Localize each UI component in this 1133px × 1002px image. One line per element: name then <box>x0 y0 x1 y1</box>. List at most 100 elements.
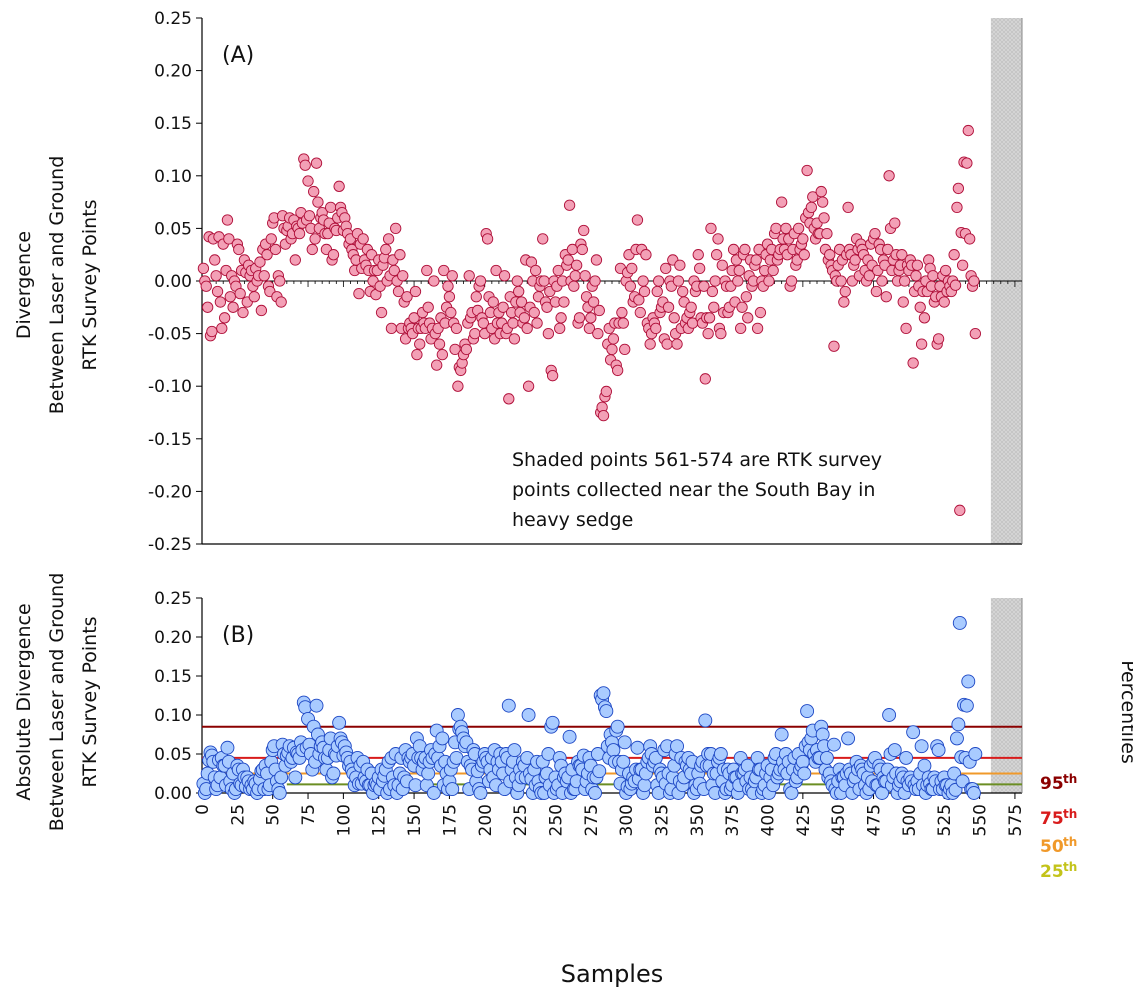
data-point-a <box>503 393 515 405</box>
data-point-a <box>576 243 588 256</box>
data-point-a <box>531 317 543 329</box>
data-point-a <box>952 182 965 195</box>
shaded-rect <box>990 598 1022 793</box>
data-point-b <box>450 708 465 722</box>
data-point-a <box>798 249 810 261</box>
data-point-a <box>443 291 456 303</box>
data-point-b <box>952 616 967 630</box>
data-point-a <box>200 280 212 292</box>
percentile-suffix-95: th <box>1063 772 1077 786</box>
data-point-a <box>258 270 270 282</box>
ylabel-a-line3: RTK Survey Points <box>79 199 101 370</box>
data-point-a <box>911 259 924 271</box>
data-point-b <box>951 717 966 732</box>
data-point-a <box>650 322 662 334</box>
data-point-a <box>792 222 805 235</box>
data-point-a <box>671 338 683 350</box>
data-point-b <box>309 698 324 713</box>
data-point-a <box>449 343 461 356</box>
x-tick-label: 575 <box>1006 804 1026 836</box>
data-point-b <box>914 739 929 754</box>
data-point-a <box>414 338 426 350</box>
y-tick-label: 0.25 <box>154 9 192 29</box>
x-tick-label: 400 <box>759 804 779 836</box>
data-point-a <box>255 304 268 317</box>
data-point-b <box>917 758 932 773</box>
x-tick-label: 100 <box>334 804 354 836</box>
data-point-a <box>817 196 829 208</box>
data-point-a <box>357 233 369 245</box>
data-point-a <box>227 301 239 313</box>
data-point-a <box>481 233 494 245</box>
data-point-a <box>951 201 963 214</box>
x-tick-label: 0 <box>193 804 213 815</box>
data-point-a <box>882 243 894 256</box>
data-point-a <box>889 217 901 229</box>
data-point-a <box>541 301 553 313</box>
data-point-a <box>293 228 306 240</box>
data-point-b <box>588 786 602 800</box>
data-point-a <box>522 380 535 392</box>
data-point-a <box>821 228 833 240</box>
data-point-a <box>233 243 245 256</box>
data-point-a <box>835 275 847 287</box>
data-point-a <box>692 249 704 261</box>
data-point-a <box>375 306 388 319</box>
data-point-a <box>948 249 960 261</box>
data-point-a <box>587 296 600 308</box>
data-point-a <box>254 256 266 268</box>
data-point-a <box>592 327 604 340</box>
data-point-a <box>677 285 689 298</box>
data-point-a <box>446 270 458 282</box>
percentile-suffix-50: th <box>1063 835 1077 849</box>
data-point-a <box>397 270 409 282</box>
data-point-a <box>897 296 909 308</box>
data-point-a <box>382 233 395 245</box>
data-point-a <box>715 327 727 340</box>
data-point-a <box>206 325 218 338</box>
data-point-a <box>672 275 685 287</box>
data-point-b <box>288 770 303 785</box>
data-point-a <box>740 291 752 303</box>
data-point-b <box>435 731 450 746</box>
data-point-a <box>818 212 830 224</box>
data-point-a <box>571 259 583 271</box>
x-tick-label: 200 <box>476 804 496 836</box>
x-tick-label: 175 <box>440 804 460 836</box>
data-point-b <box>968 747 983 761</box>
data-point-a <box>624 280 637 292</box>
data-point-a <box>515 296 528 308</box>
data-point-a <box>593 304 605 317</box>
data-point-a <box>513 285 525 298</box>
data-point-a <box>631 214 644 226</box>
data-point-a <box>785 275 798 287</box>
percentile-label-75: 75 <box>1040 809 1064 829</box>
data-point-a <box>306 243 318 256</box>
y-tick-label: 0.05 <box>154 745 192 765</box>
data-point-a <box>600 385 612 398</box>
data-point-a <box>428 275 440 287</box>
data-point-b <box>326 766 341 781</box>
y-tick-label: -0.25 <box>148 535 192 555</box>
y-ticks-b: 0.00 0.05 0.10 0.15 0.20 0.25 <box>154 589 202 804</box>
data-point-a <box>685 301 697 313</box>
data-point-a <box>824 249 836 261</box>
data-point-a <box>563 199 576 211</box>
data-point-a <box>660 262 672 275</box>
data-point-a <box>518 312 530 324</box>
x-axis-label: Samples <box>561 960 664 988</box>
data-point-a <box>218 312 231 324</box>
data-point-a <box>353 287 365 300</box>
panel-b: 0.00 0.05 0.10 0.15 0.20 0.25 0 25 50 75 100 125 15… <box>13 573 1133 988</box>
data-point-a <box>910 270 922 282</box>
data-point-a <box>644 338 656 350</box>
data-point-a <box>303 210 316 222</box>
data-point-a <box>733 264 745 277</box>
x-tick-label: 475 <box>865 804 885 836</box>
data-point-a <box>470 291 482 303</box>
data-point-a <box>528 306 540 319</box>
data-point-a <box>633 294 645 306</box>
data-point-b <box>841 731 856 746</box>
